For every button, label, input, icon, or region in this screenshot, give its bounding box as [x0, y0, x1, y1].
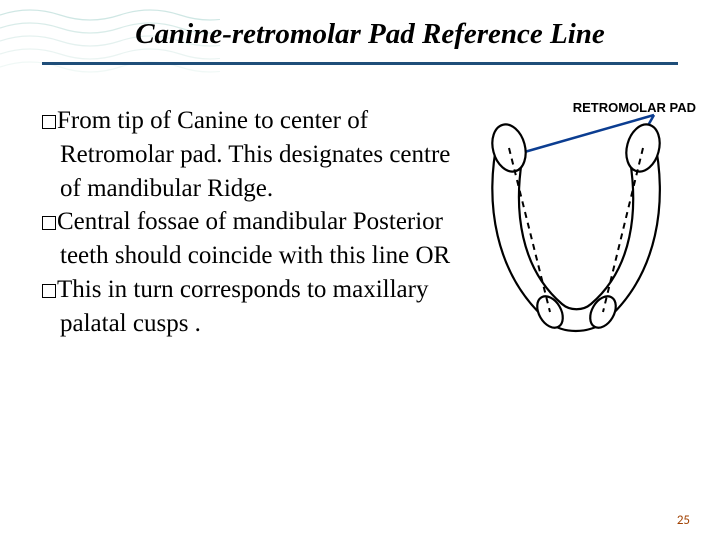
reference-line-right — [603, 148, 643, 312]
retromolar-pad-label: RETROMOLAR PAD — [573, 100, 696, 115]
page-number: 25 — [677, 513, 690, 528]
body-text: From tip of Canine to center of Retromol… — [42, 104, 452, 340]
title-underline — [42, 62, 678, 65]
bullet-text: This in turn corresponds to maxillary pa… — [57, 276, 428, 337]
ridge-inner — [519, 160, 633, 309]
bullet-text: Central fossae of mandibular Posterior t… — [57, 208, 450, 269]
bullet-box-icon — [42, 284, 56, 298]
mandibular-diagram: RETROMOLAR PAD — [454, 100, 702, 350]
bullet-box-icon — [42, 216, 56, 230]
bullet-item: From tip of Canine to center of Retromol… — [42, 104, 452, 205]
reference-line-left — [509, 148, 550, 312]
page-title: Canine-retromolar Pad Reference Line — [60, 18, 680, 51]
bullet-text: From tip of Canine to center of Retromol… — [57, 107, 450, 202]
bullet-item: This in turn corresponds to maxillary pa… — [42, 273, 452, 341]
bullet-box-icon — [42, 115, 56, 129]
bullet-item: Central fossae of mandibular Posterior t… — [42, 205, 452, 273]
